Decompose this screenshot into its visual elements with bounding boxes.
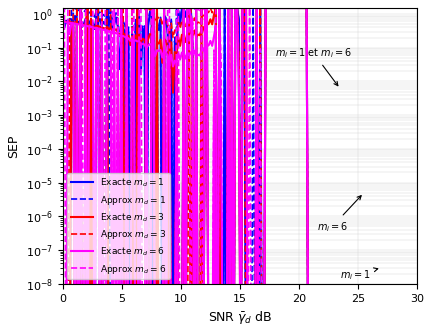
Exacte $m_d = 1$ <box>60 21 65 25</box>
Exacte $m_d = 3$ <box>81 23 86 27</box>
X-axis label: SNR $\bar{\gamma}_d$ dB: SNR $\bar{\gamma}_d$ dB <box>207 309 271 326</box>
Exacte $m_d = 6$ <box>126 36 131 40</box>
Approx $m_d = 6$ <box>60 6 65 10</box>
Exacte $m_d = 1$ <box>81 22 86 26</box>
Text: $m_i = 1$: $m_i = 1$ <box>339 268 377 282</box>
Exacte $m_d = 6$ <box>60 20 65 24</box>
Approx $m_d = 3$ <box>154 15 159 19</box>
Approx $m_d = 1$ <box>60 6 65 10</box>
Exacte $m_d = 1$ <box>184 6 189 10</box>
Approx $m_d = 6$ <box>126 6 131 10</box>
Line: Approx $m_d = 6$: Approx $m_d = 6$ <box>62 8 416 333</box>
Approx $m_d = 1$ <box>126 23 131 27</box>
Exacte $m_d = 1$ <box>156 28 161 32</box>
Approx $m_d = 6$ <box>81 6 86 10</box>
Y-axis label: SEP: SEP <box>7 134 20 158</box>
Approx $m_d = 3$ <box>126 6 131 10</box>
Exacte $m_d = 6$ <box>74 22 79 26</box>
Approx $m_d = 3$ <box>74 6 79 10</box>
Exacte $m_d = 3$ <box>60 20 65 24</box>
Exacte $m_d = 6$ <box>154 48 159 52</box>
Line: Approx $m_d = 1$: Approx $m_d = 1$ <box>62 8 416 333</box>
Approx $m_d = 6$ <box>154 6 159 10</box>
Approx $m_d = 3$ <box>81 6 86 10</box>
Text: $m_i = 6$: $m_i = 6$ <box>316 196 360 233</box>
Line: Exacte $m_d = 1$: Exacte $m_d = 1$ <box>62 8 416 333</box>
Text: $m_i = 1$ et $m_i = 6$: $m_i = 1$ et $m_i = 6$ <box>275 46 351 86</box>
Approx $m_d = 1$ <box>74 9 79 13</box>
Line: Approx $m_d = 3$: Approx $m_d = 3$ <box>62 8 416 333</box>
Approx $m_d = 1$ <box>81 10 86 14</box>
Line: Exacte $m_d = 3$: Exacte $m_d = 3$ <box>62 8 416 333</box>
Exacte $m_d = 3$ <box>156 42 161 46</box>
Exacte $m_d = 6$ <box>81 23 86 27</box>
Legend: Exacte $m_d = 1$, Approx $m_d = 1$, Exacte $m_d = 3$, Approx $m_d = 3$, Exacte $: Exacte $m_d = 1$, Approx $m_d = 1$, Exac… <box>67 173 170 279</box>
Line: Exacte $m_d = 6$: Exacte $m_d = 6$ <box>62 22 416 333</box>
Exacte $m_d = 3$ <box>126 34 131 38</box>
Exacte $m_d = 3$ <box>213 6 218 10</box>
Approx $m_d = 6$ <box>74 6 79 10</box>
Exacte $m_d = 3$ <box>74 22 79 26</box>
Exacte $m_d = 1$ <box>74 23 79 27</box>
Approx $m_d = 3$ <box>60 6 65 10</box>
Approx $m_d = 1$ <box>156 25 161 29</box>
